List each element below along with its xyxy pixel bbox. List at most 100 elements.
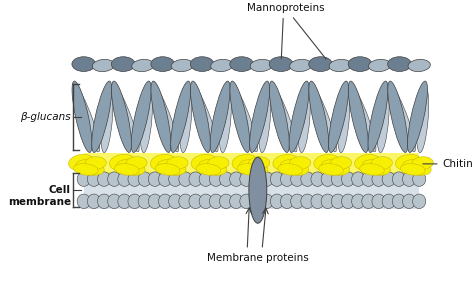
Ellipse shape — [311, 87, 337, 152]
Ellipse shape — [151, 57, 174, 71]
Ellipse shape — [229, 172, 243, 186]
Ellipse shape — [259, 87, 271, 153]
Ellipse shape — [158, 160, 186, 175]
Ellipse shape — [413, 194, 426, 209]
Ellipse shape — [319, 164, 343, 175]
Ellipse shape — [237, 164, 262, 175]
Ellipse shape — [199, 194, 212, 209]
Ellipse shape — [229, 194, 243, 209]
Ellipse shape — [219, 87, 231, 153]
Ellipse shape — [348, 57, 372, 71]
Ellipse shape — [270, 194, 283, 209]
Ellipse shape — [392, 172, 405, 186]
Ellipse shape — [240, 172, 253, 186]
Ellipse shape — [395, 154, 422, 171]
Ellipse shape — [114, 87, 139, 152]
Ellipse shape — [402, 194, 416, 209]
Ellipse shape — [362, 160, 390, 175]
Ellipse shape — [269, 57, 293, 71]
Ellipse shape — [403, 160, 431, 175]
Ellipse shape — [191, 154, 217, 171]
Ellipse shape — [348, 81, 368, 153]
Ellipse shape — [87, 194, 100, 209]
Ellipse shape — [298, 87, 310, 153]
Ellipse shape — [77, 172, 91, 186]
Ellipse shape — [111, 57, 135, 71]
Ellipse shape — [199, 172, 212, 186]
Ellipse shape — [291, 194, 304, 209]
Ellipse shape — [301, 172, 314, 186]
Text: Cell
membrane: Cell membrane — [8, 185, 71, 207]
Ellipse shape — [281, 194, 293, 209]
Ellipse shape — [402, 172, 416, 186]
Ellipse shape — [321, 160, 349, 175]
Ellipse shape — [250, 194, 263, 209]
Ellipse shape — [408, 59, 430, 72]
Ellipse shape — [329, 59, 351, 72]
Ellipse shape — [179, 172, 192, 186]
Ellipse shape — [219, 194, 233, 209]
Ellipse shape — [269, 81, 289, 153]
Ellipse shape — [210, 194, 222, 209]
Ellipse shape — [92, 59, 115, 72]
Ellipse shape — [311, 172, 324, 186]
Ellipse shape — [154, 87, 179, 152]
Ellipse shape — [98, 172, 110, 186]
Ellipse shape — [108, 194, 121, 209]
Ellipse shape — [382, 172, 395, 186]
Ellipse shape — [362, 172, 375, 186]
Ellipse shape — [309, 81, 329, 153]
Ellipse shape — [330, 157, 352, 169]
Ellipse shape — [74, 87, 100, 152]
Ellipse shape — [321, 172, 334, 186]
Ellipse shape — [211, 59, 233, 72]
Ellipse shape — [76, 160, 104, 175]
Ellipse shape — [230, 57, 254, 71]
Ellipse shape — [328, 81, 348, 153]
Ellipse shape — [230, 81, 250, 153]
Ellipse shape — [72, 81, 92, 153]
Text: β-glucans: β-glucans — [20, 112, 71, 122]
Ellipse shape — [372, 172, 385, 186]
Ellipse shape — [196, 164, 221, 175]
Ellipse shape — [148, 194, 162, 209]
Ellipse shape — [132, 59, 154, 72]
Ellipse shape — [388, 81, 408, 153]
Ellipse shape — [392, 194, 405, 209]
Text: Membrane proteins: Membrane proteins — [207, 253, 309, 263]
Ellipse shape — [101, 87, 113, 153]
Ellipse shape — [118, 194, 131, 209]
Ellipse shape — [280, 160, 309, 175]
Text: Mannoproteins: Mannoproteins — [246, 3, 326, 59]
Ellipse shape — [417, 87, 428, 153]
Bar — [84, 172, 419, 209]
Ellipse shape — [114, 164, 139, 175]
Ellipse shape — [118, 172, 131, 186]
Ellipse shape — [351, 87, 376, 152]
Ellipse shape — [109, 154, 136, 171]
Ellipse shape — [260, 172, 273, 186]
Ellipse shape — [126, 157, 147, 169]
Ellipse shape — [240, 194, 253, 209]
Ellipse shape — [341, 194, 355, 209]
Ellipse shape — [138, 194, 151, 209]
Ellipse shape — [377, 87, 389, 153]
Ellipse shape — [108, 172, 121, 186]
Ellipse shape — [337, 87, 350, 153]
Ellipse shape — [171, 81, 191, 153]
Ellipse shape — [158, 172, 172, 186]
Ellipse shape — [309, 57, 332, 71]
Ellipse shape — [128, 194, 141, 209]
Ellipse shape — [138, 172, 151, 186]
Ellipse shape — [289, 81, 309, 153]
Ellipse shape — [382, 194, 395, 209]
Ellipse shape — [208, 157, 229, 169]
Ellipse shape — [77, 194, 91, 209]
Ellipse shape — [250, 81, 270, 153]
Ellipse shape — [278, 164, 302, 175]
Ellipse shape — [413, 172, 426, 186]
Ellipse shape — [401, 164, 425, 175]
Ellipse shape — [131, 81, 151, 153]
Ellipse shape — [371, 157, 392, 169]
Ellipse shape — [390, 87, 416, 152]
